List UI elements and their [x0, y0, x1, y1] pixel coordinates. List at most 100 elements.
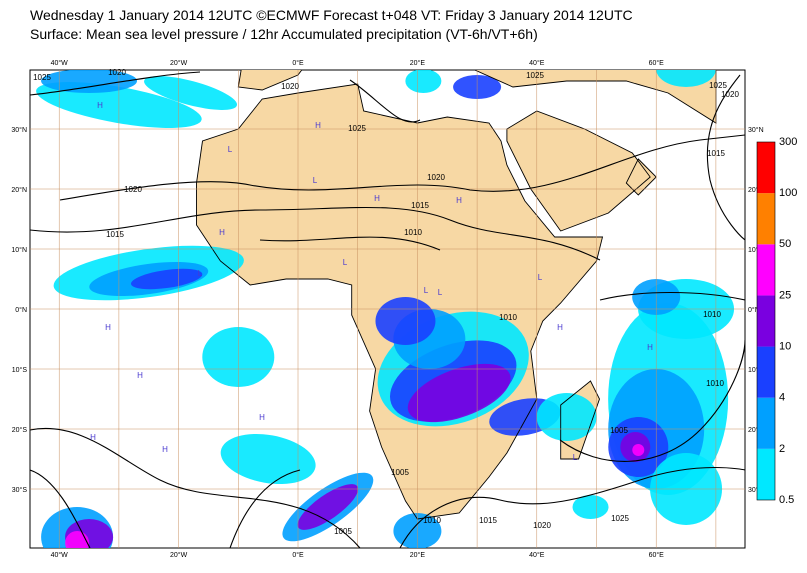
colorbar-label: 0.5: [779, 494, 794, 506]
colorbar-label: 2: [779, 443, 785, 455]
colorbar-label: 25: [779, 289, 791, 301]
lat-label: 30°N: [11, 126, 27, 134]
lon-label: 0°E: [292, 59, 304, 67]
pressure-center: H: [315, 121, 321, 130]
precip-area: [407, 363, 511, 423]
isobar: [706, 74, 745, 241]
precip-area: [632, 444, 645, 456]
pressure-center: H: [374, 194, 380, 203]
pressure-center: H: [137, 371, 143, 380]
land: [626, 159, 657, 195]
land: [238, 70, 302, 90]
isobar: [30, 71, 201, 96]
lon-label: 60°E: [649, 59, 665, 67]
lon-label: 20°W: [170, 59, 188, 67]
lat-label: 0°N: [748, 306, 760, 314]
lat-label: 30°N: [748, 126, 764, 134]
labels: 40°W 40°W 20°W 20°W 0°E 0°E 20°E 20°E 40°E 40°E 60…: [11, 59, 763, 559]
pressure-center: L: [573, 453, 578, 462]
isobar: [30, 469, 91, 548]
lon-label: 40°E: [529, 551, 545, 559]
precip-area: [297, 484, 359, 530]
lon-label: 40°E: [529, 59, 545, 67]
isobar-label: 1010: [423, 516, 441, 525]
lon-label: 60°E: [649, 551, 665, 559]
pressure-center: H: [162, 445, 168, 454]
lat-label: 0°N: [15, 306, 27, 314]
precip-area: [572, 495, 609, 519]
isobar-label: 1015: [707, 149, 725, 158]
pressure-center: L: [228, 145, 233, 154]
lat-label: 10°N: [748, 246, 764, 254]
isobar-label: 1020: [124, 185, 142, 194]
pressure-center: L: [343, 258, 348, 267]
isobar-label: 1005: [334, 527, 352, 536]
coastline: [560, 380, 600, 460]
isobar-label: 1025: [33, 73, 51, 82]
pressure-center: H: [97, 101, 103, 110]
lat-label: 10°N: [11, 246, 27, 254]
isobar-label: 1025: [709, 81, 727, 90]
isobar: [349, 79, 421, 123]
lat-label: 20°S: [748, 426, 764, 434]
precip-area: [375, 297, 436, 345]
colorbar-bin: [757, 346, 775, 398]
precip-area: [130, 268, 203, 290]
isobar-label: 1025: [526, 71, 544, 80]
lat-label: 30°S: [12, 486, 28, 494]
colorbar-label: 50: [779, 238, 791, 250]
isobar: [59, 134, 745, 201]
pressure-center: L: [198, 269, 203, 278]
colorbar-label: 300: [779, 136, 797, 148]
isobar-label: 1020: [427, 173, 445, 182]
isobar-label: 1020: [533, 521, 551, 530]
isobar: [30, 206, 601, 261]
isobar-label: 1020: [108, 68, 126, 77]
precip-area: [144, 76, 238, 110]
isobar-label: 1020: [281, 82, 299, 91]
isobar-label: 1015: [411, 201, 429, 210]
pressure-center: H: [259, 413, 265, 422]
isobar-label: 1020: [721, 90, 739, 99]
map-layers: [30, 70, 745, 548]
isobar-label: 1025: [611, 514, 629, 523]
pressure-center: H: [557, 323, 563, 332]
lat-label: 10°S: [12, 366, 28, 374]
pressure-center: L: [538, 273, 543, 282]
colorbar-label: 10: [779, 340, 791, 352]
lat-label: 30°S: [748, 486, 764, 494]
pressure-center: L: [424, 286, 429, 295]
isobar-label: 1005: [610, 426, 628, 435]
coastline: [237, 70, 303, 91]
colorbar-bin: [757, 397, 775, 449]
lat-label: 20°N: [748, 186, 764, 194]
lon-label: 0°E: [292, 551, 304, 559]
colorbar-label: 4: [779, 392, 785, 404]
pressure-center: L: [313, 176, 318, 185]
isobar-label: 1010: [404, 228, 422, 237]
subtitle: Surface: Mean sea level pressure / 12hr …: [30, 26, 538, 42]
precip-area: [220, 433, 316, 485]
colorbar-frame: [756, 141, 776, 501]
pressure-center: H: [219, 228, 225, 237]
land: [506, 111, 651, 231]
isobar: [559, 339, 745, 462]
isobar-label: 1010: [703, 310, 721, 319]
land: [474, 70, 716, 123]
isobar: [399, 467, 745, 548]
lat-label: 20°S: [12, 426, 28, 434]
isobar-label: 1025: [348, 124, 366, 133]
colorbar-bin: [757, 142, 775, 194]
isobar-label: 1010: [499, 313, 517, 322]
colorbar-bin: [757, 295, 775, 347]
colorbar-bin: [757, 244, 775, 296]
pressure-center: L: [438, 288, 443, 297]
precip-area: [41, 70, 138, 93]
pressure-center: H: [105, 323, 111, 332]
coastline: [506, 110, 651, 232]
colorbar-bin: [757, 193, 775, 245]
lon-label: 20°E: [410, 59, 426, 67]
title: Wednesday 1 January 2014 12UTC ©ECMWF Fo…: [30, 7, 633, 23]
precip-area: [65, 531, 90, 548]
